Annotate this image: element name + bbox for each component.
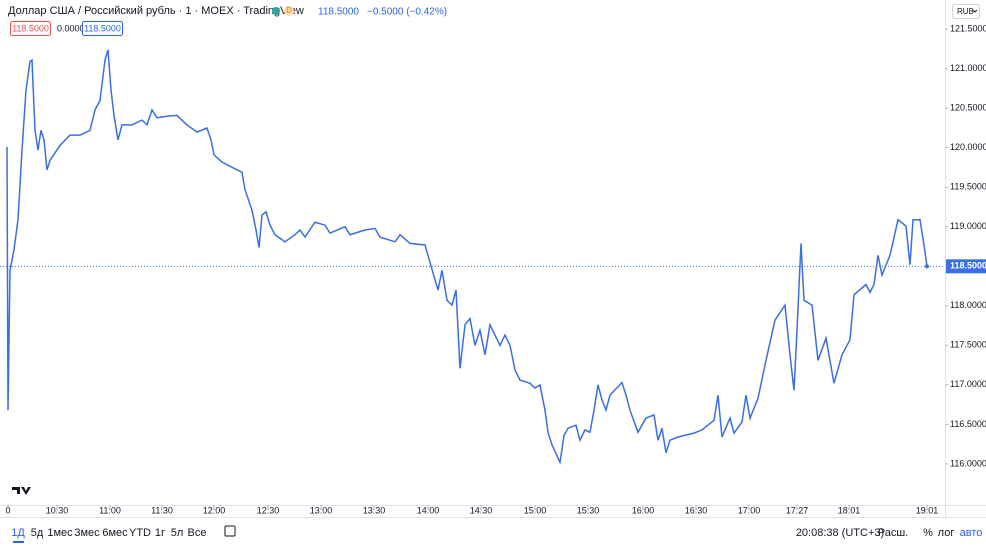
- last-price-label: 118.5000: [950, 261, 986, 271]
- x-tick-label: 10:30: [46, 505, 69, 515]
- x-tick-label: 17:27: [786, 505, 809, 515]
- x-tick-label: 18:01: [838, 505, 861, 515]
- x-tick-label: 12:00: [203, 505, 226, 515]
- last-price-box: [946, 259, 986, 274]
- y-tick-label: 117.0000: [950, 379, 986, 389]
- x-tick-label: 19:01: [916, 505, 939, 515]
- x-tick-label: 16:00: [632, 505, 655, 515]
- header-change: −0.5000 (−0.42%): [367, 7, 447, 18]
- x-tick-label: 11:00: [99, 505, 121, 515]
- log-toggle[interactable]: лог: [938, 527, 955, 539]
- legend-value: 0.0000: [57, 23, 85, 33]
- x-tick-label: 12:30: [257, 505, 280, 515]
- y-tick-label: 121.5000: [950, 24, 986, 34]
- range-button[interactable]: 1г: [155, 527, 165, 539]
- range-button[interactable]: 1Д: [11, 527, 25, 539]
- x-tick-label: 0: [5, 505, 10, 515]
- range-button[interactable]: Все: [188, 527, 207, 539]
- y-tick-label: 116.0000: [950, 458, 986, 468]
- range-button[interactable]: 3мес: [74, 527, 100, 539]
- x-tick-label: 11:30: [151, 505, 173, 515]
- y-tick-label: 120.0000: [950, 142, 986, 152]
- range-button[interactable]: 1мес: [47, 527, 73, 539]
- chart-title: Доллар США / Российский рубль · 1 · MOEX…: [8, 5, 304, 17]
- auto-toggle[interactable]: авто: [960, 527, 983, 539]
- x-tick-label: 16:30: [685, 505, 708, 515]
- legend-value: 118.5000: [12, 23, 49, 33]
- x-tick-label: 14:30: [470, 505, 493, 515]
- range-button[interactable]: 6мес: [102, 527, 128, 539]
- y-tick-label: 118.0000: [950, 300, 986, 310]
- range-button[interactable]: 5л: [171, 527, 184, 539]
- x-tick-label: 15:30: [577, 505, 600, 515]
- legend-value: 118.5000: [84, 23, 121, 33]
- header-price: 118.5000: [318, 7, 359, 18]
- dropdown-arrow: [972, 9, 978, 13]
- session[interactable]: Расш.: [878, 527, 908, 539]
- badge: D: [286, 6, 292, 15]
- x-tick-label: 13:30: [363, 505, 386, 515]
- x-tick-label: 17:00: [738, 505, 761, 515]
- range-button[interactable]: YTD: [129, 527, 151, 539]
- percent-toggle[interactable]: %: [923, 527, 933, 539]
- currency-button[interactable]: [952, 4, 980, 19]
- status-dot: [272, 7, 280, 15]
- badge-bg: [284, 6, 294, 16]
- logo: [12, 487, 31, 495]
- x-tick-label: 14:00: [417, 505, 440, 515]
- last-point: [925, 264, 929, 269]
- y-tick-label: 117.5000: [950, 340, 986, 350]
- x-tick-label: 13:00: [310, 505, 333, 515]
- date-range-icon[interactable]: [224, 525, 236, 537]
- price-line: [6, 49, 928, 465]
- legend-box: [82, 21, 123, 36]
- legend-box: [10, 21, 51, 36]
- y-tick-label: 119.5000: [950, 182, 986, 192]
- clock: 20:08:38 (UTC+3): [796, 527, 884, 539]
- y-tick-label: 121.0000: [950, 63, 986, 73]
- currency[interactable]: RUB: [957, 7, 974, 16]
- range-button[interactable]: 5д: [31, 527, 44, 539]
- y-tick-label: 120.5000: [950, 103, 986, 113]
- x-tick-label: 15:00: [524, 505, 547, 515]
- y-tick-label: 116.5000: [950, 419, 986, 429]
- y-tick-label: 119.0000: [950, 221, 986, 231]
